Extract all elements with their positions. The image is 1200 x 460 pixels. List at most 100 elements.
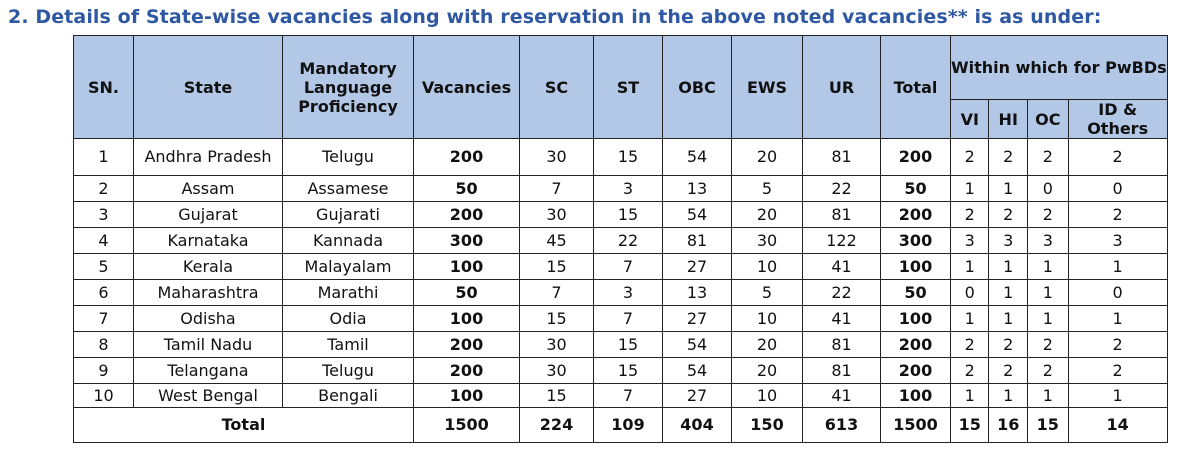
- cell-ur: 81: [802, 331, 881, 358]
- cell-oc: 2: [1026, 331, 1069, 358]
- cell-oc: 3: [1026, 227, 1069, 254]
- cell-total: 100: [880, 305, 951, 332]
- col-header-sn: SN.: [73, 35, 134, 139]
- table-row: 6 Maharashtra Marathi 50 7 3 13 5 22 50 0 1 1 0: [73, 279, 1168, 306]
- table-row: 8 Tamil Nadu Tamil 200 30 15 54 20 81 200 2 2 2 2: [73, 331, 1168, 358]
- cell-id-others: 3: [1067, 227, 1168, 254]
- cell-id-others: 0: [1067, 175, 1168, 202]
- total-cell-sc: 224: [519, 407, 594, 443]
- cell-vacancies: 300: [413, 227, 520, 254]
- cell-obc: 54: [662, 357, 732, 384]
- table-body: 1 Andhra Pradesh Telugu 200 30 15 54 20 81 200 2 2 2…: [73, 138, 1168, 443]
- cell-ur: 22: [802, 175, 881, 202]
- cell-st: 3: [593, 279, 663, 306]
- total-cell-vi: 15: [949, 407, 990, 443]
- cell-ews: 10: [731, 253, 803, 280]
- cell-hi: 1: [988, 253, 1028, 280]
- cell-vacancies: 200: [413, 138, 520, 176]
- cell-hi: 1: [988, 279, 1028, 306]
- cell-state: Telangana: [133, 357, 283, 384]
- cell-st: 7: [593, 383, 663, 408]
- cell-ur: 81: [802, 357, 881, 384]
- cell-sn: 5: [73, 253, 134, 280]
- cell-st: 15: [593, 357, 663, 384]
- cell-obc: 81: [662, 227, 732, 254]
- cell-state: Karnataka: [133, 227, 283, 254]
- cell-obc: 13: [662, 175, 732, 202]
- cell-vacancies: 200: [413, 201, 520, 228]
- cell-ews: 5: [731, 279, 803, 306]
- col-header-ur: UR: [802, 35, 881, 139]
- cell-total: 50: [880, 279, 951, 306]
- cell-oc: 1: [1026, 383, 1069, 408]
- col-header-state: State: [133, 35, 283, 139]
- cell-id-others: 1: [1067, 305, 1168, 332]
- cell-id-others: 1: [1067, 253, 1168, 280]
- cell-vacancies: 100: [413, 253, 520, 280]
- cell-vacancies: 200: [413, 357, 520, 384]
- cell-total: 200: [880, 331, 951, 358]
- cell-st: 15: [593, 201, 663, 228]
- cell-oc: 2: [1026, 357, 1069, 384]
- cell-ur: 41: [802, 305, 881, 332]
- cell-id-others: 0: [1067, 279, 1168, 306]
- cell-st: 3: [593, 175, 663, 202]
- col-header-vacancies: Vacancies: [413, 35, 520, 139]
- cell-ews: 10: [731, 383, 803, 408]
- cell-ews: 20: [731, 201, 803, 228]
- cell-st: 15: [593, 331, 663, 358]
- total-cell-obc: 404: [662, 407, 732, 443]
- total-cell-oc: 15: [1026, 407, 1069, 443]
- cell-sc: 30: [519, 331, 594, 358]
- table-row: 1 Andhra Pradesh Telugu 200 30 15 54 20 81 200 2 2 2…: [73, 138, 1168, 176]
- total-cell-hi: 16: [988, 407, 1028, 443]
- cell-sc: 7: [519, 175, 594, 202]
- cell-total: 200: [880, 357, 951, 384]
- cell-obc: 27: [662, 253, 732, 280]
- cell-st: 15: [593, 138, 663, 176]
- cell-state: Gujarat: [133, 201, 283, 228]
- cell-total: 300: [880, 227, 951, 254]
- table-row: 3 Gujarat Gujarati 200 30 15 54 20 81 200 2 2 2 2: [73, 201, 1168, 228]
- cell-vacancies: 100: [413, 305, 520, 332]
- cell-ews: 20: [731, 357, 803, 384]
- total-cell-total: 1500: [880, 407, 951, 443]
- cell-sn: 8: [73, 331, 134, 358]
- table-row: 5 Kerala Malayalam 100 15 7 27 10 41 100 1 1 1 1: [73, 253, 1168, 280]
- cell-sc: 30: [519, 357, 594, 384]
- cell-oc: 1: [1026, 305, 1069, 332]
- col-header-id-others: ID & Others: [1067, 99, 1168, 139]
- cell-state: West Bengal: [133, 383, 283, 408]
- cell-obc: 54: [662, 138, 732, 176]
- table-row: 4 Karnataka Kannada 300 45 22 81 30 122 300 3 3 3 3: [73, 227, 1168, 254]
- col-header-vi: VI: [949, 99, 990, 139]
- table-row: 9 Telangana Telugu 200 30 15 54 20 81 200 2 2 2 2: [73, 357, 1168, 384]
- cell-state: Assam: [133, 175, 283, 202]
- total-cell-ur: 613: [802, 407, 881, 443]
- cell-sc: 15: [519, 253, 594, 280]
- cell-vacancies: 200: [413, 331, 520, 358]
- cell-ews: 30: [731, 227, 803, 254]
- cell-hi: 2: [988, 331, 1028, 358]
- table-row: 10 West Bengal Bengali 100 15 7 27 10 41 100 1 1 1 1: [73, 383, 1168, 408]
- cell-vacancies: 100: [413, 383, 520, 408]
- cell-vi: 1: [949, 383, 990, 408]
- cell-vi: 3: [949, 227, 990, 254]
- cell-sn: 1: [73, 138, 134, 176]
- total-cell-id-others: 14: [1067, 407, 1168, 443]
- cell-obc: 27: [662, 305, 732, 332]
- cell-sn: 10: [73, 383, 134, 408]
- cell-state: Andhra Pradesh: [133, 138, 283, 176]
- cell-ur: 41: [802, 253, 881, 280]
- cell-total: 100: [880, 383, 951, 408]
- cell-vi: 2: [949, 201, 990, 228]
- cell-sn: 4: [73, 227, 134, 254]
- cell-ews: 20: [731, 331, 803, 358]
- cell-sc: 15: [519, 305, 594, 332]
- cell-st: 22: [593, 227, 663, 254]
- cell-language: Telugu: [282, 138, 414, 176]
- cell-oc: 1: [1026, 279, 1069, 306]
- cell-language: Bengali: [282, 383, 414, 408]
- cell-sn: 3: [73, 201, 134, 228]
- total-row: Total 1500 224 109 404 150 613 1500 15 16 15 14: [73, 407, 1168, 443]
